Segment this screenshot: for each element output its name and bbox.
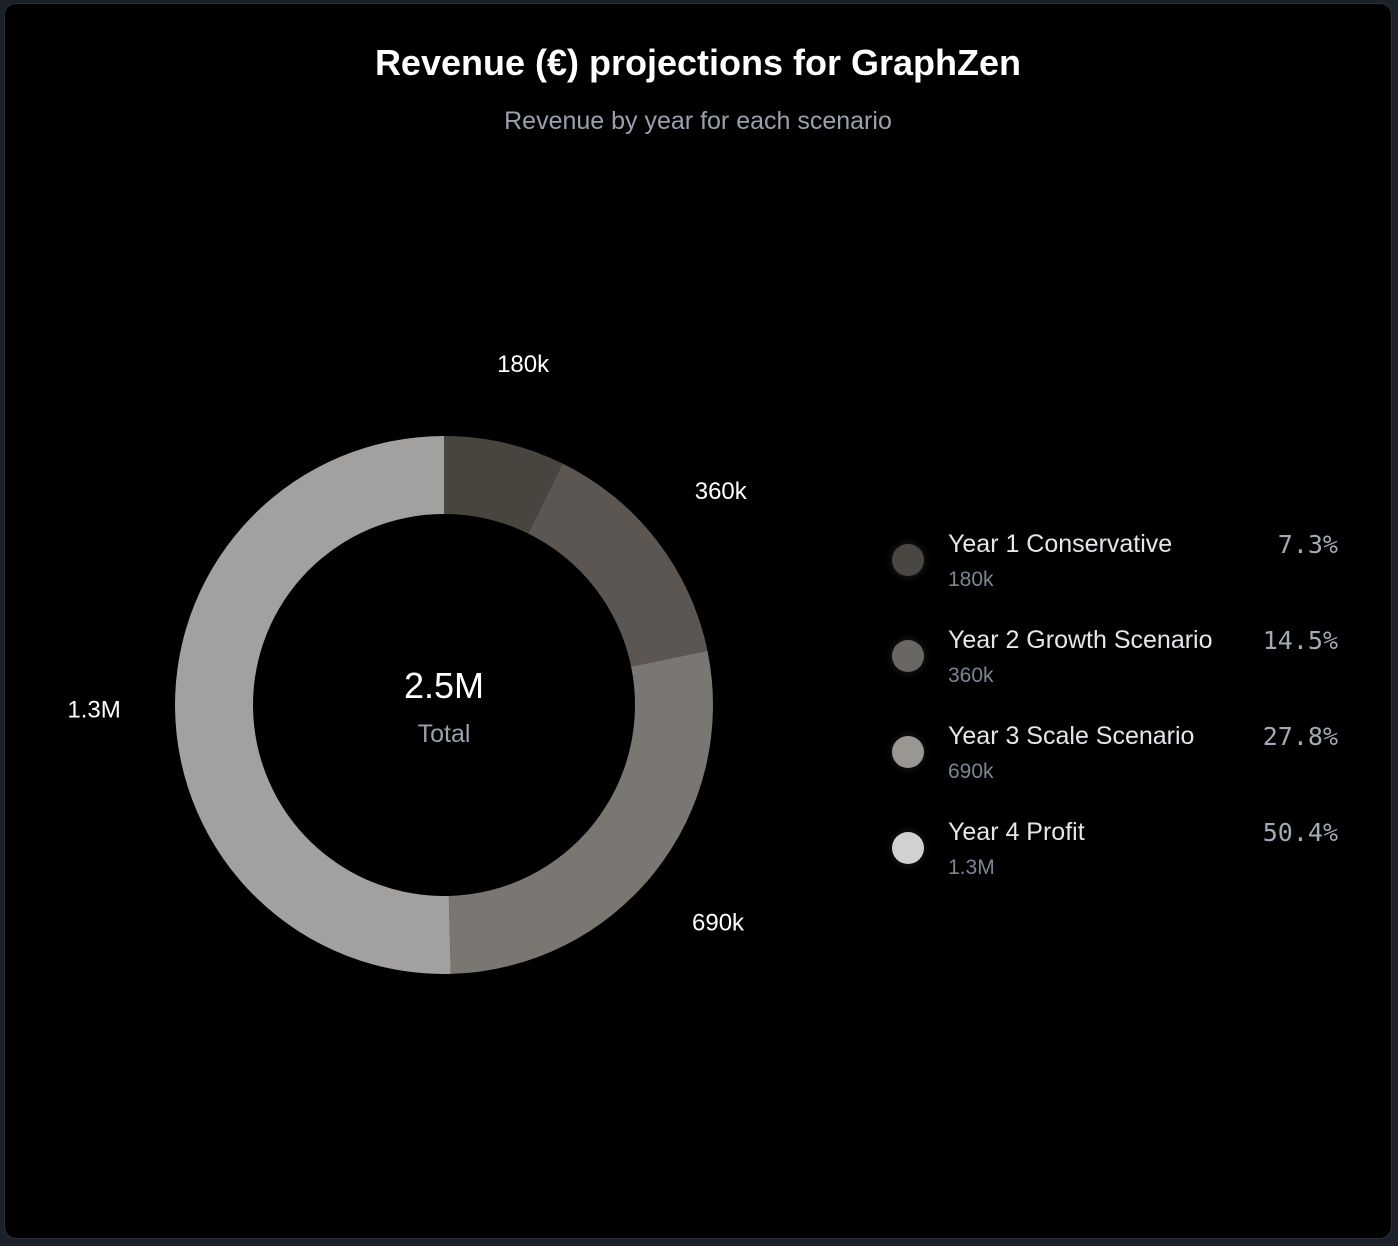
slice-data-label: 180k [497,351,550,378]
legend-dot [892,544,924,576]
center-total-label: Total [418,720,471,748]
legend-label: Year 2 Growth Scenario [948,626,1213,654]
legend-item[interactable]: Year 2 Growth Scenario 360k 14.5% [886,624,1338,720]
slice-data-label: 1.3M [67,696,120,723]
donut-slice[interactable] [175,436,451,974]
legend-percent: 14.5% [1262,626,1338,655]
donut-slice[interactable] [448,650,713,974]
legend-item[interactable]: Year 1 Conservative 180k 7.3% [886,528,1338,624]
legend-item[interactable]: Year 4 Profit 1.3M 50.4% [886,816,1338,912]
legend-label: Year 1 Conservative [948,530,1173,558]
chart-title: Revenue (€) projections for GraphZen [374,42,1022,83]
legend-percent: 50.4% [1262,818,1338,847]
legend-percent: 7.3% [1277,530,1338,559]
legend-value: 690k [948,760,994,783]
legend-percent: 27.8% [1262,722,1338,751]
donut-slice[interactable] [528,463,708,667]
legend: Year 1 Conservative 180k 7.3% Year 2 Gro… [886,528,1338,912]
slice-data-label: 360k [695,478,748,505]
legend-item[interactable]: Year 3 Scale Scenario 690k 27.8% [886,720,1338,816]
legend-dot [892,640,924,672]
legend-dot [892,832,924,864]
legend-dot [892,736,924,768]
legend-label: Year 4 Profit [948,818,1085,846]
donut-slice[interactable] [444,436,563,534]
legend-value: 1.3M [948,856,995,879]
legend-value: 360k [948,664,994,687]
slice-data-label: 690k [692,910,745,937]
chart-subtitle: Revenue by year for each scenario [504,107,892,135]
legend-label: Year 3 Scale Scenario [948,722,1195,750]
legend-value: 180k [948,568,994,591]
center-total-value: 2.5M [404,665,484,706]
